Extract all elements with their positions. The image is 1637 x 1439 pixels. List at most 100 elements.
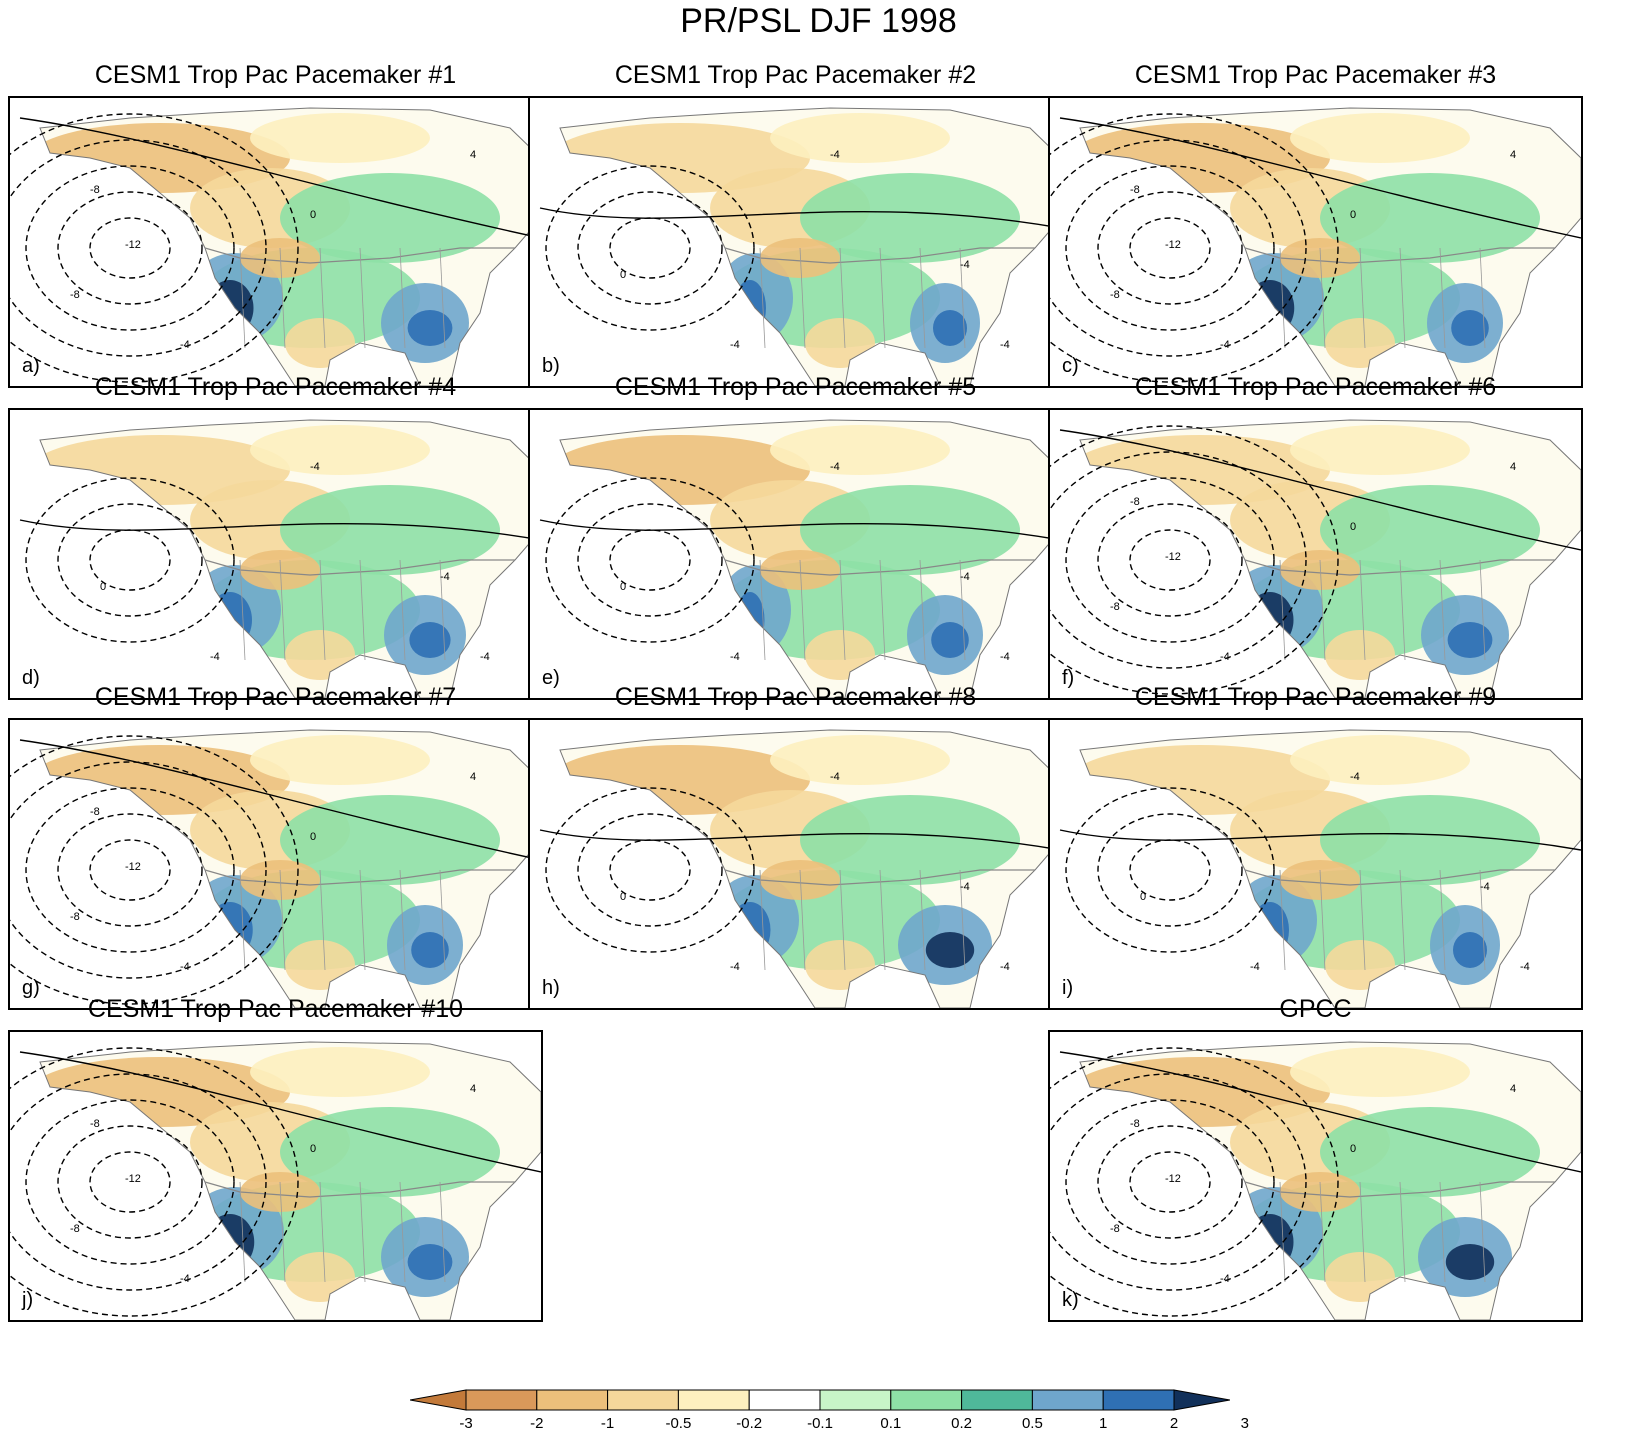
- precip-map: -4 0 -4 -4 -4: [19, 419, 541, 698]
- psl-contour-negative: [57, 1125, 203, 1239]
- country-border: [1244, 1181, 1555, 1198]
- coastline: [39, 729, 541, 1008]
- state-border: [1279, 869, 1286, 971]
- state-border: [959, 869, 966, 971]
- state-border: [279, 1181, 286, 1283]
- psl-contour-negative: [577, 503, 723, 617]
- precip-anomaly-region: [1325, 940, 1395, 990]
- colorbar-tick-label: -1: [600, 1415, 615, 1432]
- precip-map: -12 -8 -8 -4 0 4: [1050, 1041, 1581, 1320]
- contour-label: -4: [830, 771, 840, 783]
- state-border: [319, 869, 326, 971]
- precip-anomaly-region: [1447, 622, 1493, 658]
- country-border: [204, 1181, 515, 1198]
- figure-title: PR/PSL DJF 1998: [680, 2, 957, 40]
- colorbar-swatch: [465, 1389, 538, 1411]
- map-frame: -4 0 -4 -4 -4 h): [528, 718, 1063, 1010]
- psl-contour-zero: [539, 829, 1061, 851]
- colorbar-swatch: [677, 1389, 750, 1411]
- psl-contour-zero: [1059, 117, 1581, 239]
- colorbar-tick-label: -0.2: [736, 1415, 763, 1432]
- precip-anomaly-region: [1325, 1252, 1395, 1302]
- state-border: [359, 559, 366, 661]
- psl-contour-negative: [1050, 425, 1339, 695]
- state-border: [239, 559, 246, 661]
- psl-contour-negative: [1129, 217, 1211, 279]
- contour-label: -4: [1220, 1273, 1230, 1285]
- contour-label: -8: [70, 911, 80, 923]
- precip-anomaly-region: [800, 795, 1020, 885]
- precip-anomaly-region: [280, 173, 500, 263]
- precip-anomaly-region: [770, 735, 950, 785]
- precip-anomaly-region: [800, 485, 1020, 575]
- contour-label: 0: [1350, 1143, 1356, 1155]
- psl-contours: [1050, 113, 1581, 383]
- state-border: [439, 559, 446, 661]
- precip-anomaly-region: [734, 280, 766, 336]
- psl-contour-negative: [10, 1047, 299, 1317]
- precip-anomaly-region: [206, 280, 254, 336]
- map-panel: CESM1 Trop Pac Pacemaker #6 -12 -8 -8 -4 0 4 f): [1048, 373, 1583, 700]
- state-border: [959, 247, 966, 349]
- precip-anomaly-region: [1280, 238, 1360, 278]
- precip-anomaly-region: [770, 425, 950, 475]
- psl-contour-negative: [1065, 165, 1275, 331]
- panel-letter: c): [1062, 355, 1079, 377]
- precip-shading: [40, 735, 500, 990]
- contour-label: -12: [125, 1173, 141, 1185]
- state-border: [399, 247, 406, 349]
- contour-label: -8: [90, 806, 100, 818]
- psl-contour-zero: [1059, 829, 1581, 851]
- precip-anomaly-region: [1320, 795, 1540, 885]
- contour-label: 4: [470, 1083, 476, 1095]
- map-panel: CESM1 Trop Pac Pacemaker #7 -12 -8 -8 -4 0 4 g): [8, 683, 543, 1010]
- contour-label: -12: [125, 239, 141, 251]
- precip-anomaly-region: [800, 173, 1020, 263]
- precip-anomaly-region: [1280, 860, 1360, 900]
- panel-title: GPCC: [1279, 995, 1352, 1023]
- psl-contours: [10, 735, 541, 1005]
- psl-contour-negative: [1097, 1125, 1243, 1239]
- state-border: [1479, 559, 1486, 661]
- precip-anomaly-region: [208, 592, 252, 648]
- contour-label: 4: [1510, 1083, 1516, 1095]
- precip-anomaly-region: [933, 310, 967, 346]
- psl-contour-zero: [19, 117, 541, 239]
- country-border: [204, 869, 515, 886]
- psl-contour-negative: [577, 191, 723, 305]
- coastline: [39, 1041, 541, 1320]
- contour-label: -4: [730, 651, 740, 663]
- psl-contour-negative: [545, 477, 755, 643]
- psl-contour-negative: [10, 1073, 267, 1291]
- country-border: [724, 559, 1035, 576]
- state-border: [759, 247, 766, 349]
- contour-label: -8: [1110, 601, 1120, 613]
- psl-contour-negative: [25, 1099, 235, 1265]
- coastline: [1079, 729, 1581, 1008]
- psl-contour-negative: [57, 503, 203, 617]
- colorbar-tick-label: 0.2: [951, 1415, 973, 1432]
- colorbar-swatch: [1173, 1389, 1231, 1411]
- state-border: [399, 1181, 406, 1283]
- precip-anomaly-region: [760, 550, 840, 590]
- precip-map: -4 0 -4 -4 -4: [539, 107, 1061, 386]
- precip-anomaly-region: [205, 1214, 255, 1270]
- contour-label: -4: [210, 651, 220, 663]
- precip-anomaly-region: [1280, 550, 1360, 590]
- state-border: [399, 559, 406, 661]
- contour-label: -4: [730, 339, 740, 351]
- state-border: [839, 247, 846, 349]
- map-frame: -12 -8 -8 -4 0 4 a): [8, 96, 543, 388]
- colorbar-tick-label: -0.5: [665, 1415, 692, 1432]
- colorbar-swatch: [607, 1389, 679, 1411]
- state-border: [919, 247, 926, 349]
- state-border: [1359, 247, 1366, 349]
- panel-title: CESM1 Trop Pac Pacemaker #9: [1134, 683, 1497, 711]
- psl-contours: [539, 165, 1061, 331]
- colorbar-swatch: [748, 1389, 821, 1411]
- panel-title: CESM1 Trop Pac Pacemaker #3: [1134, 61, 1497, 89]
- state-border: [1399, 1181, 1406, 1283]
- state-border: [759, 869, 766, 971]
- precip-anomaly-region: [407, 310, 453, 346]
- map-frame: -4 0 -4 -4 -4 d): [8, 408, 543, 700]
